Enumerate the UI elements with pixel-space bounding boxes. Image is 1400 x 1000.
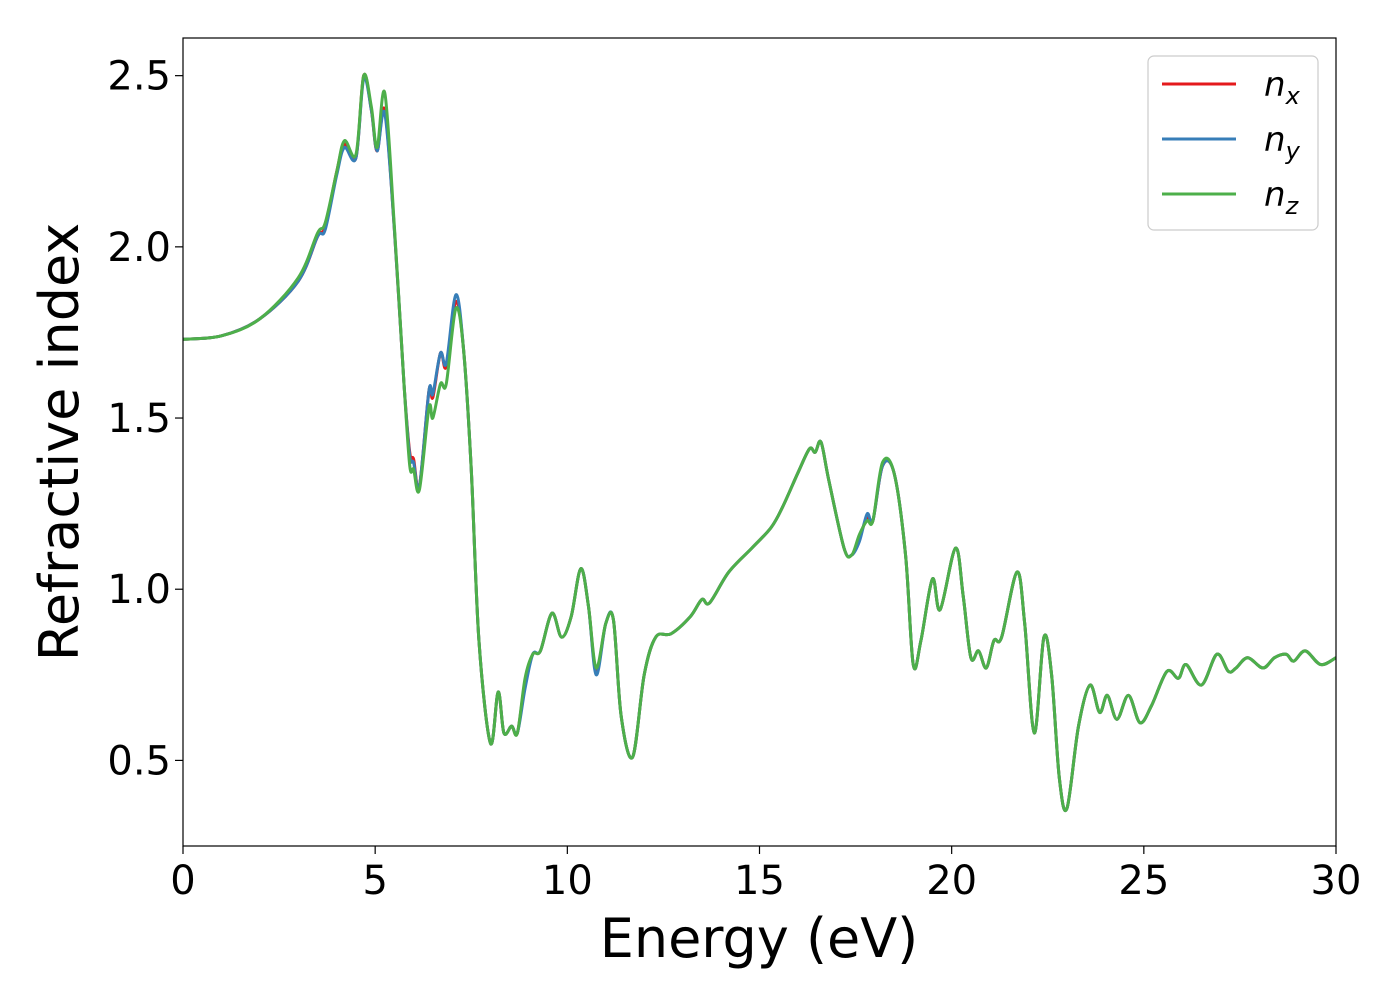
x-tick-label: 10 bbox=[542, 858, 593, 904]
legend-label-main: n bbox=[1264, 175, 1286, 215]
x-tick-label: 15 bbox=[734, 858, 785, 904]
legend-label-main: n bbox=[1264, 120, 1286, 160]
series-line-z bbox=[183, 72, 1336, 812]
series-layer bbox=[183, 72, 1336, 812]
legend-label-z: nz bbox=[1264, 175, 1300, 220]
y-axis-label: Refractive index bbox=[28, 223, 91, 662]
x-tick-label: 5 bbox=[362, 858, 387, 904]
y-axis-ticks: 0.5 1.0 1.5 2.0 2.5 bbox=[107, 54, 183, 784]
x-axis-ticks: 0 5 10 15 20 25 30 bbox=[170, 846, 1361, 904]
y-tick-label: 1.0 bbox=[107, 567, 171, 613]
x-tick-label: 20 bbox=[926, 858, 977, 904]
legend-label-subscript: z bbox=[1285, 192, 1300, 220]
legend-box bbox=[1147, 55, 1319, 231]
plot-frame bbox=[182, 37, 1337, 847]
legend-label-main: n bbox=[1264, 65, 1286, 105]
y-tick-label: 2.5 bbox=[107, 54, 171, 100]
legend-label-subscript: y bbox=[1285, 137, 1301, 165]
x-tick-label: 0 bbox=[170, 858, 195, 904]
y-tick-label: 2.0 bbox=[107, 225, 171, 271]
legend-label-y: ny bbox=[1264, 120, 1301, 165]
y-tick-label: 0.5 bbox=[107, 738, 171, 784]
y-tick-label: 1.5 bbox=[107, 396, 171, 442]
legend-label-subscript: x bbox=[1285, 82, 1301, 110]
x-tick-label: 25 bbox=[1118, 858, 1169, 904]
x-axis-label: Energy (eV) bbox=[600, 907, 919, 970]
legend-label-x: nx bbox=[1264, 65, 1301, 110]
x-tick-label: 30 bbox=[1311, 858, 1362, 904]
